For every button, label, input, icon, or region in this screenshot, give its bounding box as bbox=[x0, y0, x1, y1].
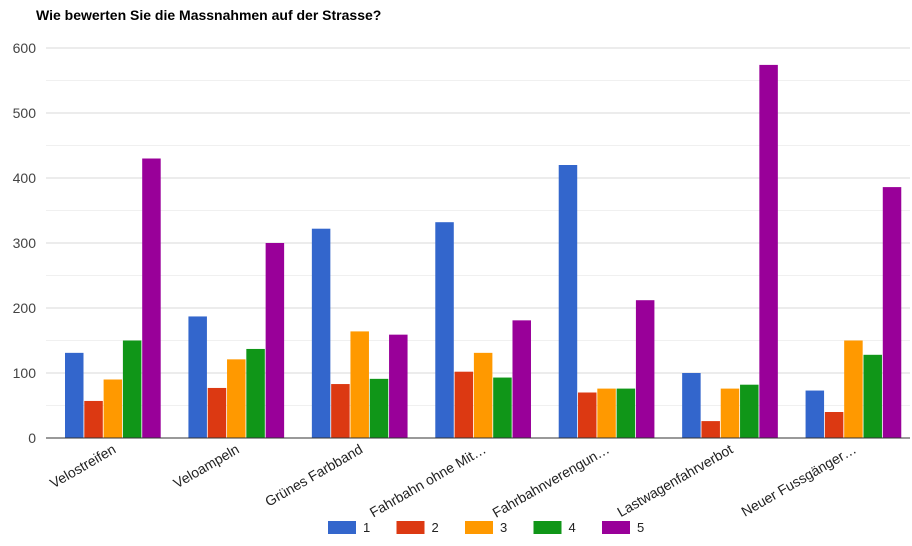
x-tick-label: Grünes Farbband bbox=[262, 441, 365, 510]
bar-series-4 bbox=[122, 340, 142, 438]
y-tick-label: 100 bbox=[13, 365, 37, 381]
x-tick-label: Veloampeln bbox=[170, 441, 241, 491]
legend-label: 2 bbox=[432, 520, 439, 535]
bar-series-4 bbox=[493, 377, 512, 438]
bar-series-1 bbox=[805, 390, 825, 438]
bar-series-2 bbox=[331, 384, 350, 438]
bar-series-5 bbox=[389, 334, 408, 438]
bar-series-2 bbox=[84, 400, 103, 438]
bar-series-5 bbox=[265, 243, 285, 438]
bar-series-5 bbox=[759, 64, 778, 439]
legend-swatch bbox=[533, 521, 562, 534]
bar-series-1 bbox=[682, 373, 701, 438]
y-tick-label: 500 bbox=[13, 105, 37, 121]
bar-series-1 bbox=[435, 222, 454, 438]
bar-series-3 bbox=[720, 388, 740, 438]
bar-series-1 bbox=[188, 316, 207, 438]
bar-series-1 bbox=[311, 228, 331, 438]
bar-series-2 bbox=[207, 387, 227, 438]
bar-series-3 bbox=[350, 331, 369, 438]
bar-series-3 bbox=[473, 352, 493, 438]
legend-label: 1 bbox=[363, 520, 370, 535]
bar-series-3 bbox=[227, 359, 246, 438]
bar-series-5 bbox=[882, 187, 902, 438]
y-tick-label: 0 bbox=[28, 430, 36, 446]
y-tick-label: 200 bbox=[13, 300, 37, 316]
x-tick-label: Fahrbahnverengun… bbox=[489, 441, 612, 521]
x-tick-label: Velostreifen bbox=[47, 441, 118, 491]
bar-series-4 bbox=[616, 388, 636, 438]
chart-title: Wie bewerten Sie die Massnahmen auf der … bbox=[36, 7, 382, 23]
bar-series-4 bbox=[740, 384, 759, 438]
bar-series-2 bbox=[454, 371, 474, 438]
y-tick-label: 400 bbox=[13, 170, 37, 186]
bar-series-1 bbox=[558, 165, 578, 438]
bar-series-3 bbox=[844, 340, 863, 438]
x-tick-label: Neuer Fussgänger… bbox=[738, 441, 859, 520]
bar-series-2 bbox=[578, 392, 597, 438]
bar-series-4 bbox=[863, 354, 882, 438]
bar-series-2 bbox=[824, 412, 844, 438]
legend-label: 4 bbox=[569, 520, 576, 535]
bar-series-4 bbox=[369, 378, 389, 438]
legend-swatch bbox=[396, 521, 425, 534]
bar-series-3 bbox=[597, 388, 616, 438]
y-tick-label: 600 bbox=[13, 40, 37, 56]
bar-series-2 bbox=[701, 421, 720, 438]
legend-swatch bbox=[465, 521, 493, 534]
bar-series-1 bbox=[65, 352, 84, 438]
x-tick-label: Fahrbahn ohne Mit… bbox=[367, 441, 489, 521]
y-tick-label: 300 bbox=[13, 235, 37, 251]
bar-series-3 bbox=[103, 379, 123, 438]
bar-series-5 bbox=[142, 158, 161, 438]
bar-series-4 bbox=[246, 348, 265, 438]
bar-series-5 bbox=[635, 300, 655, 438]
bar-series-5 bbox=[512, 320, 531, 438]
legend-swatch bbox=[328, 521, 356, 534]
x-tick-label: Lastwagenfahrverbot bbox=[614, 441, 735, 520]
legend-swatch bbox=[602, 521, 630, 534]
legend-label: 5 bbox=[637, 520, 644, 535]
legend-label: 3 bbox=[500, 520, 507, 535]
